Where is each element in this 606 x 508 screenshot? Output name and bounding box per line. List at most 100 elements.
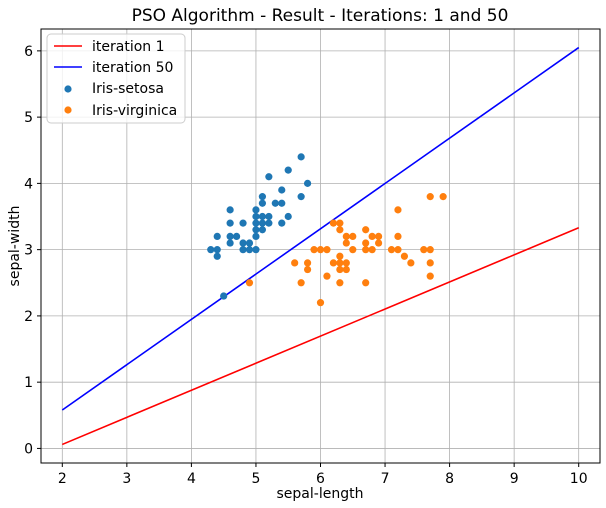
x-axis-label: sepal-length xyxy=(277,486,364,502)
x-tick-label: 6 xyxy=(316,471,325,487)
point-iris-setosa xyxy=(239,219,247,227)
series-line-iteration-50 xyxy=(61,46,580,411)
x-tick-label: 4 xyxy=(187,471,196,487)
point-iris-virginica xyxy=(439,193,447,201)
point-iris-setosa xyxy=(252,212,260,221)
point-iris-setosa xyxy=(239,239,247,247)
point-iris-virginica xyxy=(323,272,331,280)
point-iris-setosa xyxy=(265,219,273,227)
point-iris-virginica xyxy=(336,259,344,267)
point-iris-virginica xyxy=(316,299,325,307)
point-iris-virginica xyxy=(374,232,383,240)
y-tick-label: 1 xyxy=(24,375,33,391)
point-iris-virginica xyxy=(374,239,383,247)
point-iris-virginica xyxy=(362,279,370,287)
x-tick-label: 5 xyxy=(251,471,260,487)
legend-label-iris-setosa: Iris-setosa xyxy=(92,81,164,97)
point-iris-setosa xyxy=(258,212,267,221)
y-tick-label: 4 xyxy=(24,176,33,192)
point-iris-setosa xyxy=(213,232,221,240)
point-iris-virginica xyxy=(323,246,331,254)
legend-label-iteration-1: iteration 1 xyxy=(92,39,165,55)
point-iris-setosa xyxy=(271,199,279,207)
legend-label-iris-virginica: Iris-virginica xyxy=(92,103,177,119)
point-iris-virginica xyxy=(336,219,344,227)
point-iris-virginica xyxy=(426,246,434,254)
point-iris-virginica xyxy=(342,232,350,240)
point-iris-setosa xyxy=(265,212,273,221)
chart-title: PSO Algorithm - Result - Iterations: 1 a… xyxy=(132,6,509,26)
axis-ticks: 2 3 4 5 6 7 8 9 10 0 1 2 3 4 5 6 xyxy=(24,44,588,487)
point-iris-virginica xyxy=(342,265,350,274)
point-iris-setosa xyxy=(252,246,260,254)
point-iris-setosa xyxy=(232,232,241,240)
x-tick-label: 8 xyxy=(445,471,454,487)
point-iris-virginica xyxy=(394,246,402,254)
series-line-iteration-1 xyxy=(61,227,580,446)
legend: iteration 1 iteration 50 Iris-setosa Iri… xyxy=(46,33,186,124)
x-tick-label: 7 xyxy=(381,471,390,487)
point-iris-virginica xyxy=(336,279,344,287)
point-iris-virginica xyxy=(316,246,325,254)
point-iris-setosa xyxy=(258,219,267,227)
point-iris-setosa xyxy=(245,239,254,247)
point-iris-virginica xyxy=(349,232,357,240)
point-iris-virginica xyxy=(329,219,338,227)
point-iris-virginica xyxy=(336,226,344,234)
point-iris-setosa xyxy=(258,193,267,201)
point-iris-virginica xyxy=(426,272,434,280)
point-iris-virginica xyxy=(420,246,428,254)
point-iris-setosa xyxy=(207,246,215,254)
point-iris-setosa xyxy=(278,186,286,194)
point-iris-virginica xyxy=(368,246,376,254)
point-iris-setosa xyxy=(278,199,286,207)
point-iris-setosa xyxy=(297,193,305,201)
point-iris-virginica xyxy=(368,232,376,240)
point-iris-setosa xyxy=(220,292,228,300)
y-tick-label: 0 xyxy=(24,441,33,457)
point-iris-virginica xyxy=(291,259,299,267)
point-iris-setosa xyxy=(278,219,286,227)
point-iris-virginica xyxy=(362,226,370,234)
plot-content xyxy=(61,46,580,446)
point-iris-setosa xyxy=(226,239,234,247)
point-iris-virginica xyxy=(426,259,434,267)
point-iris-virginica xyxy=(303,265,312,274)
point-iris-virginica xyxy=(297,279,305,287)
point-iris-virginica xyxy=(342,239,350,247)
point-iris-setosa xyxy=(213,246,221,254)
point-iris-setosa xyxy=(258,226,267,234)
point-iris-virginica xyxy=(336,252,344,260)
point-iris-virginica xyxy=(394,206,402,214)
point-iris-virginica xyxy=(400,252,409,260)
point-iris-setosa xyxy=(265,173,273,181)
point-iris-setosa xyxy=(258,199,267,207)
point-iris-setosa xyxy=(252,206,260,214)
point-iris-virginica xyxy=(342,259,350,267)
y-tick-label: 3 xyxy=(24,243,33,259)
point-iris-virginica xyxy=(310,246,318,254)
point-iris-setosa xyxy=(252,219,260,227)
point-iris-virginica xyxy=(362,246,370,254)
point-iris-virginica xyxy=(426,193,434,201)
point-iris-virginica xyxy=(387,246,396,254)
y-axis-label: sepal-width xyxy=(7,206,23,287)
x-tick-label: 3 xyxy=(122,471,131,487)
point-iris-setosa xyxy=(252,226,260,234)
point-iris-virginica xyxy=(336,265,344,274)
point-iris-virginica xyxy=(329,259,338,267)
point-iris-setosa xyxy=(297,153,305,161)
legend-marker-iris-setosa xyxy=(64,85,72,93)
point-iris-setosa xyxy=(226,219,234,227)
point-iris-setosa xyxy=(252,232,260,240)
x-tick-label: 2 xyxy=(58,471,67,487)
point-iris-setosa xyxy=(226,206,234,214)
point-iris-setosa xyxy=(284,212,292,221)
point-iris-virginica xyxy=(245,279,254,287)
point-iris-virginica xyxy=(349,246,357,254)
y-tick-label: 2 xyxy=(24,309,33,325)
point-iris-setosa xyxy=(213,252,221,260)
y-tick-label: 5 xyxy=(24,110,33,126)
point-iris-setosa xyxy=(226,232,234,240)
